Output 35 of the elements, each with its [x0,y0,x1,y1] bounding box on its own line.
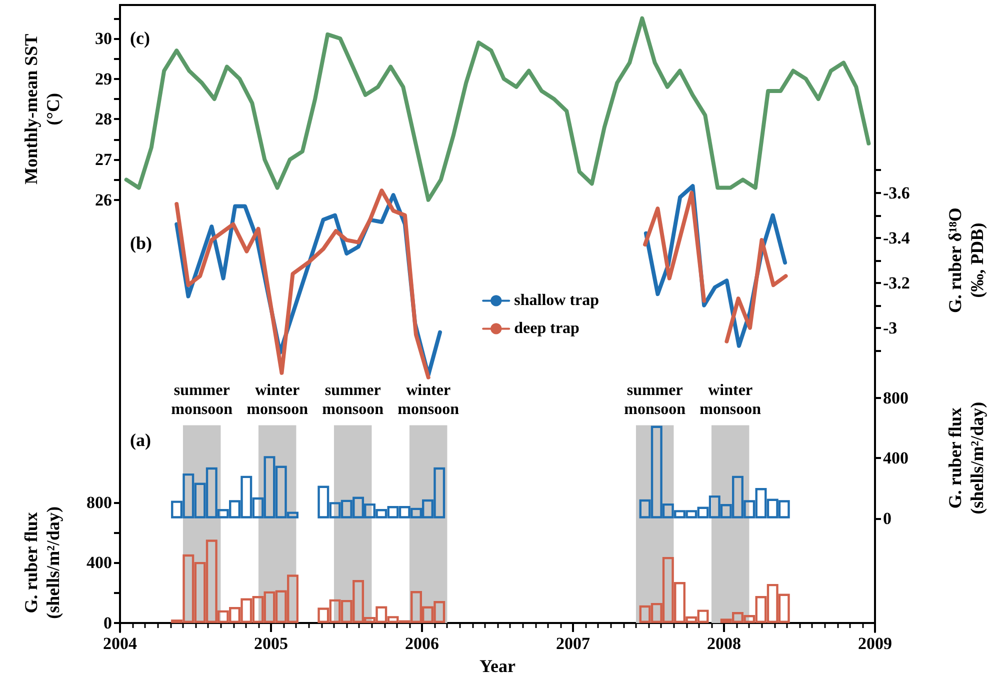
band-label: summer monsoon [322,382,384,418]
band-label: winter monsoon [398,382,460,418]
y-tick-label: 29 [95,69,112,88]
y-axis-title: G. ruber flux (shells/m²/day) [21,506,63,619]
x-tick-label: 2007 [556,634,590,653]
y-tick-label: -3.4 [883,228,910,248]
x-tick-label: 2009 [858,634,892,653]
y2-axis-title: G. ruber flux (shells/m²/day) [945,402,987,514]
band-label: summer monsoon [171,382,233,418]
y-tick-label: 800 [86,492,112,512]
x-tick-label: 2008 [707,634,741,653]
annotation: (a) [130,430,151,450]
band-label: winter monsoon [246,382,308,418]
x-tick-label: 2004 [103,634,138,653]
annotation: (c) [130,28,150,48]
y-axis-title: G. ruber δ¹⁸O (‰, PDB) [945,208,987,313]
x-tick-label: 2006 [405,634,439,653]
legend-label: deep trap [514,320,580,338]
band-label: summer monsoon [624,382,686,418]
line-series [124,16,871,202]
y-tick-label: 30 [95,28,112,48]
y-tick-label: 28 [95,110,112,129]
annotation: (b) [130,233,152,253]
y-tick-label: -3 [883,318,898,338]
x-tick-label: 2005 [254,634,288,653]
y-tick-label: -3.2 [883,273,910,292]
y-tick-label: 0 [104,614,112,632]
x-axis-title: Year [480,656,516,676]
y-tick-label: 26 [95,190,112,210]
y-tick-label: -3.6 [883,183,910,202]
band-label: winter monsoon [700,382,762,418]
legend-label: shallow trap [514,292,600,310]
y-tick-label: 400 [86,553,112,572]
y-tick-label: 27 [95,150,112,170]
y-axis-title: Monthly-mean SST (°C) [21,34,63,184]
